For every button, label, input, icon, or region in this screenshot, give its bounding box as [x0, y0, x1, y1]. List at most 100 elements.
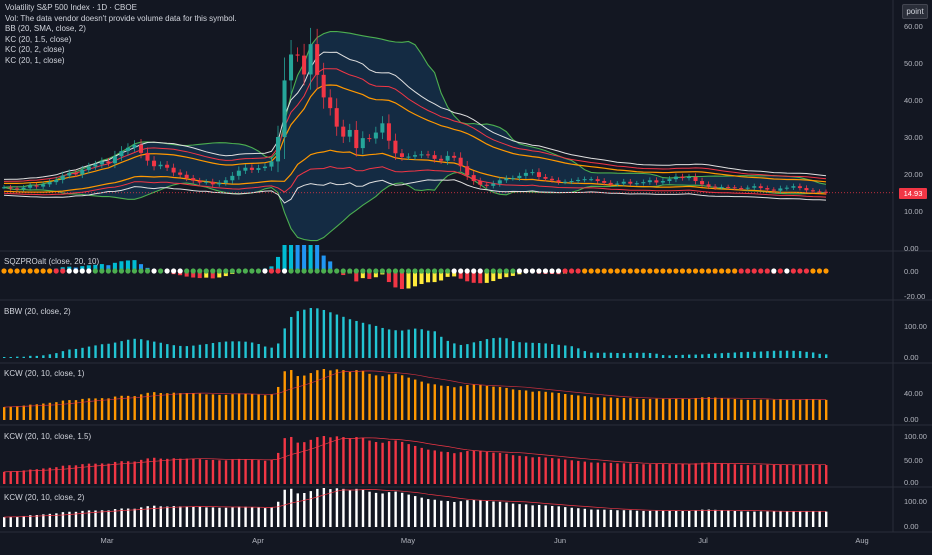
squeeze-dot[interactable]	[484, 268, 490, 274]
kcw2-bar[interactable]	[322, 488, 326, 527]
kcw15-bar[interactable]	[140, 459, 143, 484]
kcw15-bar[interactable]	[681, 463, 684, 484]
squeeze-dot[interactable]	[699, 268, 705, 274]
bbw-bar[interactable]	[237, 341, 241, 358]
kcw1-bar[interactable]	[524, 390, 528, 420]
kcw2-bar[interactable]	[701, 509, 704, 527]
kcw2-bar[interactable]	[120, 508, 123, 527]
squeeze-dot[interactable]	[262, 268, 268, 274]
sqz-momentum-bar[interactable]	[282, 245, 287, 271]
candle[interactable]	[523, 172, 528, 176]
candle[interactable]	[34, 185, 39, 187]
candle[interactable]	[178, 172, 183, 175]
kcw15-bar[interactable]	[505, 453, 508, 484]
bbw-bar[interactable]	[368, 324, 371, 358]
kcw1-bar[interactable]	[590, 397, 593, 420]
kcw2-bar[interactable]	[440, 500, 443, 527]
kcw15-bar[interactable]	[798, 464, 802, 484]
sqz-momentum-bar[interactable]	[275, 256, 281, 271]
squeeze-dot[interactable]	[203, 268, 209, 274]
squeeze-dot[interactable]	[255, 268, 262, 274]
kcw15-bar[interactable]	[250, 459, 254, 484]
squeeze-dot[interactable]	[347, 268, 353, 274]
kcw2-bar[interactable]	[133, 508, 136, 527]
squeeze-dot[interactable]	[438, 268, 444, 274]
kcw1-bar[interactable]	[107, 398, 110, 420]
kcw15-bar[interactable]	[120, 461, 123, 484]
squeeze-dot[interactable]	[692, 268, 699, 274]
kcw1-bar[interactable]	[785, 399, 789, 420]
bbw-bar[interactable]	[811, 352, 815, 358]
squeeze-dot[interactable]	[190, 268, 196, 274]
kcw1-bar[interactable]	[29, 404, 32, 420]
squeeze-dot[interactable]	[608, 268, 614, 274]
kcw2-bar[interactable]	[590, 509, 593, 527]
squeeze-dot[interactable]	[647, 268, 653, 274]
candle[interactable]	[119, 151, 124, 157]
kcw15-bar[interactable]	[192, 458, 195, 484]
squeeze-dot[interactable]	[777, 268, 783, 274]
candle[interactable]	[380, 123, 385, 133]
candle[interactable]	[289, 54, 294, 81]
bbw-bar[interactable]	[87, 346, 91, 358]
kcw15-bar[interactable]	[133, 461, 136, 484]
candle[interactable]	[680, 176, 685, 179]
bbw-label[interactable]: BBW (20, close, 2)	[4, 307, 71, 316]
bbw-bar[interactable]	[22, 356, 25, 358]
kcw2-bar[interactable]	[100, 510, 104, 527]
sqz-momentum-bar[interactable]	[504, 271, 509, 278]
candle[interactable]	[660, 181, 665, 183]
squeeze-dot[interactable]	[418, 268, 425, 274]
bbw-bar[interactable]	[466, 344, 469, 358]
bbw-bar[interactable]	[498, 337, 502, 358]
kcw15-bar[interactable]	[740, 464, 743, 484]
bbw-bar[interactable]	[244, 341, 247, 358]
squeeze-dot[interactable]	[771, 268, 777, 274]
squeeze-dot[interactable]	[268, 268, 275, 274]
kcw15-bar[interactable]	[87, 463, 91, 484]
kcw2-bar[interactable]	[466, 500, 469, 527]
bbw-bar[interactable]	[544, 343, 547, 358]
kcw15-bar[interactable]	[440, 451, 443, 484]
kcw15-bar[interactable]	[433, 450, 436, 484]
bbw-bar[interactable]	[250, 342, 254, 358]
kcw1-bar[interactable]	[361, 370, 365, 420]
candle[interactable]	[419, 154, 424, 156]
bbw-bar[interactable]	[537, 343, 541, 358]
sqz-momentum-bar[interactable]	[412, 271, 418, 287]
kcw2-bar[interactable]	[811, 511, 815, 527]
kcw1-bar[interactable]	[113, 396, 117, 420]
kcw1-bar[interactable]	[642, 399, 645, 420]
kcw1-bar[interactable]	[22, 405, 25, 420]
bbw-bar[interactable]	[342, 316, 345, 358]
point-button[interactable]: point	[902, 4, 928, 19]
kcw2-bar[interactable]	[29, 515, 32, 527]
kcw1-bar[interactable]	[87, 398, 91, 420]
squeeze-dot[interactable]	[405, 268, 412, 274]
candle[interactable]	[308, 44, 313, 75]
bbw-bar[interactable]	[146, 340, 149, 358]
candle[interactable]	[132, 144, 137, 148]
bbw-bar[interactable]	[648, 353, 652, 358]
kcw15-bar[interactable]	[616, 463, 619, 484]
kcw2-bar[interactable]	[642, 510, 645, 527]
kcw15-bar[interactable]	[55, 467, 58, 484]
kcw15-bar[interactable]	[3, 471, 6, 484]
kcw15-bar[interactable]	[211, 459, 215, 484]
candle[interactable]	[471, 175, 476, 182]
sqz-momentum-bar[interactable]	[354, 271, 359, 282]
kcw15-bar[interactable]	[146, 458, 149, 484]
candle[interactable]	[458, 157, 463, 167]
kcw15-bar[interactable]	[564, 459, 567, 484]
kcw15-bar[interactable]	[22, 470, 25, 484]
kcw1-bar[interactable]	[772, 399, 776, 420]
candle[interactable]	[569, 181, 574, 183]
kcw15-bar[interactable]	[29, 469, 32, 484]
bbw-bar[interactable]	[361, 322, 365, 358]
bbw-bar[interactable]	[407, 329, 410, 358]
kcw15-bar[interactable]	[244, 459, 247, 484]
candle[interactable]	[445, 155, 450, 161]
candle[interactable]	[452, 155, 457, 158]
kcw15-bar[interactable]	[635, 463, 639, 484]
